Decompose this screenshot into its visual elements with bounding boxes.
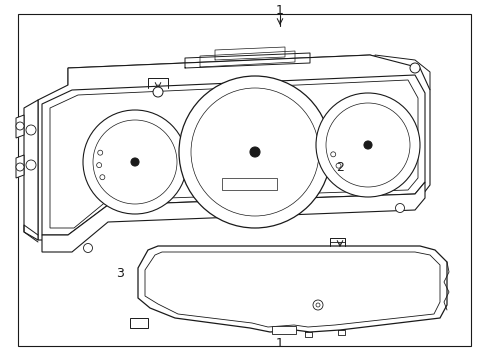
Bar [222, 178, 276, 190]
Polygon shape [50, 80, 417, 228]
Circle shape [153, 87, 163, 97]
Circle shape [312, 300, 323, 310]
Circle shape [83, 110, 186, 214]
Polygon shape [138, 246, 446, 332]
Polygon shape [16, 115, 24, 138]
Circle shape [179, 76, 330, 228]
Polygon shape [42, 75, 424, 235]
Circle shape [395, 203, 404, 212]
Circle shape [83, 243, 92, 252]
Text: 1: 1 [275, 337, 283, 350]
Circle shape [409, 63, 419, 73]
Polygon shape [16, 155, 24, 178]
Circle shape [335, 163, 340, 168]
Circle shape [26, 125, 36, 135]
Text: 3: 3 [116, 267, 123, 280]
Polygon shape [38, 55, 429, 240]
Polygon shape [374, 55, 429, 90]
Polygon shape [24, 100, 38, 240]
Circle shape [98, 150, 102, 155]
Polygon shape [145, 252, 439, 327]
Circle shape [26, 160, 36, 170]
Circle shape [93, 120, 177, 204]
Circle shape [315, 303, 319, 307]
Circle shape [97, 163, 102, 168]
Circle shape [315, 93, 419, 197]
Circle shape [16, 163, 24, 171]
Circle shape [363, 141, 371, 149]
Circle shape [249, 147, 260, 157]
Polygon shape [68, 55, 419, 85]
Circle shape [131, 158, 139, 166]
Circle shape [330, 152, 335, 157]
Circle shape [191, 88, 318, 216]
Circle shape [100, 175, 104, 180]
Text: 2: 2 [335, 161, 343, 174]
Text: 1: 1 [276, 4, 284, 17]
Circle shape [16, 122, 24, 130]
Polygon shape [42, 182, 424, 252]
Bar [271, 326, 295, 334]
Circle shape [325, 103, 409, 187]
Bar [130, 318, 148, 328]
